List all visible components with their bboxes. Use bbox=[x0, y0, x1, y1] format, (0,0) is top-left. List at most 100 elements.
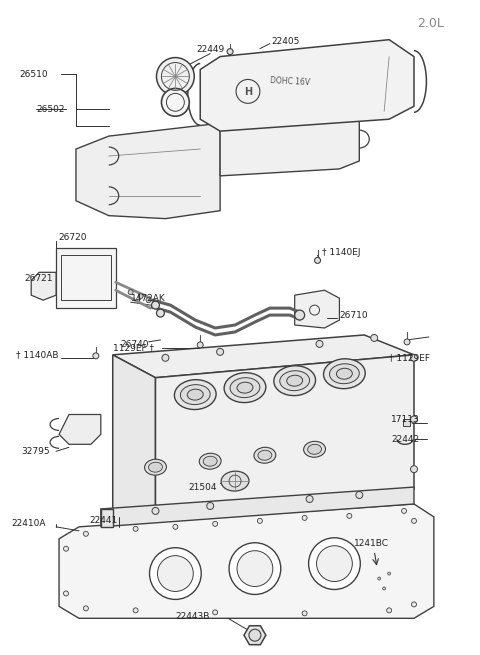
Text: H: H bbox=[244, 87, 252, 98]
Ellipse shape bbox=[304, 441, 325, 457]
Circle shape bbox=[306, 496, 313, 502]
Circle shape bbox=[213, 521, 217, 527]
Text: 22449: 22449 bbox=[196, 45, 225, 54]
Ellipse shape bbox=[148, 462, 162, 472]
Text: 26710: 26710 bbox=[339, 310, 368, 320]
Text: 22443B: 22443B bbox=[175, 612, 210, 621]
Text: 22441: 22441 bbox=[89, 516, 117, 525]
Circle shape bbox=[404, 339, 410, 345]
Circle shape bbox=[237, 551, 273, 586]
Circle shape bbox=[302, 515, 307, 520]
Circle shape bbox=[156, 309, 165, 317]
Text: 26502: 26502 bbox=[36, 105, 65, 114]
Circle shape bbox=[309, 538, 360, 590]
Polygon shape bbox=[76, 123, 220, 219]
Circle shape bbox=[84, 606, 88, 611]
Circle shape bbox=[197, 342, 203, 348]
Circle shape bbox=[157, 555, 193, 591]
Circle shape bbox=[173, 525, 178, 529]
Circle shape bbox=[156, 58, 194, 96]
Ellipse shape bbox=[308, 444, 322, 455]
Circle shape bbox=[146, 297, 151, 303]
Ellipse shape bbox=[254, 447, 276, 463]
Circle shape bbox=[316, 341, 323, 347]
Ellipse shape bbox=[280, 371, 310, 390]
Circle shape bbox=[411, 602, 417, 607]
Ellipse shape bbox=[324, 359, 365, 388]
Ellipse shape bbox=[336, 368, 352, 379]
Circle shape bbox=[295, 310, 305, 320]
Circle shape bbox=[150, 548, 201, 599]
Text: 1129EF †: 1129EF † bbox=[113, 343, 154, 352]
Circle shape bbox=[229, 543, 281, 595]
Ellipse shape bbox=[180, 384, 210, 405]
Ellipse shape bbox=[230, 378, 260, 398]
Circle shape bbox=[314, 257, 321, 263]
Text: 32795: 32795 bbox=[21, 447, 50, 456]
Circle shape bbox=[128, 290, 133, 295]
Ellipse shape bbox=[199, 453, 221, 469]
Polygon shape bbox=[200, 40, 414, 131]
Polygon shape bbox=[220, 109, 360, 176]
Text: 26740: 26740 bbox=[120, 341, 149, 349]
Ellipse shape bbox=[287, 375, 302, 386]
Circle shape bbox=[216, 348, 224, 356]
Ellipse shape bbox=[203, 457, 217, 466]
Bar bbox=[403, 419, 410, 426]
Circle shape bbox=[152, 508, 159, 514]
Circle shape bbox=[93, 353, 99, 359]
Circle shape bbox=[63, 591, 69, 596]
Text: 26721: 26721 bbox=[24, 274, 53, 283]
Ellipse shape bbox=[221, 471, 249, 491]
Polygon shape bbox=[156, 355, 414, 509]
Text: † 1140EJ: † 1140EJ bbox=[322, 248, 360, 257]
Circle shape bbox=[84, 531, 88, 536]
Circle shape bbox=[257, 518, 263, 523]
Ellipse shape bbox=[174, 380, 216, 409]
Text: DOHC 16V: DOHC 16V bbox=[269, 76, 310, 87]
Text: 2.0L: 2.0L bbox=[417, 17, 444, 30]
Circle shape bbox=[249, 629, 261, 641]
Circle shape bbox=[410, 416, 418, 423]
Ellipse shape bbox=[274, 365, 315, 396]
Ellipse shape bbox=[144, 459, 167, 475]
Circle shape bbox=[316, 546, 352, 582]
Circle shape bbox=[138, 293, 143, 299]
Circle shape bbox=[133, 608, 138, 613]
Polygon shape bbox=[31, 272, 56, 300]
Circle shape bbox=[302, 611, 307, 616]
Circle shape bbox=[410, 354, 418, 362]
Text: 1241BC: 1241BC bbox=[354, 539, 389, 548]
Polygon shape bbox=[113, 335, 414, 378]
Text: 26510: 26510 bbox=[19, 70, 48, 79]
Text: 26720: 26720 bbox=[58, 233, 86, 242]
Polygon shape bbox=[295, 290, 339, 328]
Polygon shape bbox=[59, 504, 434, 618]
Circle shape bbox=[227, 48, 233, 54]
Circle shape bbox=[133, 527, 138, 531]
Circle shape bbox=[356, 491, 363, 498]
Circle shape bbox=[411, 518, 417, 523]
Circle shape bbox=[207, 502, 214, 510]
Ellipse shape bbox=[187, 389, 203, 400]
Circle shape bbox=[378, 577, 381, 580]
Ellipse shape bbox=[224, 373, 266, 403]
Circle shape bbox=[402, 508, 407, 514]
Polygon shape bbox=[101, 509, 113, 527]
Polygon shape bbox=[101, 487, 414, 527]
Text: 22410A: 22410A bbox=[12, 519, 46, 529]
Circle shape bbox=[410, 466, 418, 473]
Polygon shape bbox=[113, 355, 156, 509]
Ellipse shape bbox=[329, 364, 360, 384]
Circle shape bbox=[387, 608, 392, 613]
Circle shape bbox=[383, 587, 385, 590]
Circle shape bbox=[388, 572, 391, 575]
Text: 21504: 21504 bbox=[188, 483, 217, 491]
Circle shape bbox=[161, 88, 189, 116]
Circle shape bbox=[152, 301, 159, 309]
Polygon shape bbox=[59, 415, 101, 444]
Text: 22442: 22442 bbox=[391, 435, 419, 444]
Circle shape bbox=[347, 514, 352, 518]
Text: 22405: 22405 bbox=[272, 37, 300, 46]
Text: 17113: 17113 bbox=[391, 415, 420, 424]
